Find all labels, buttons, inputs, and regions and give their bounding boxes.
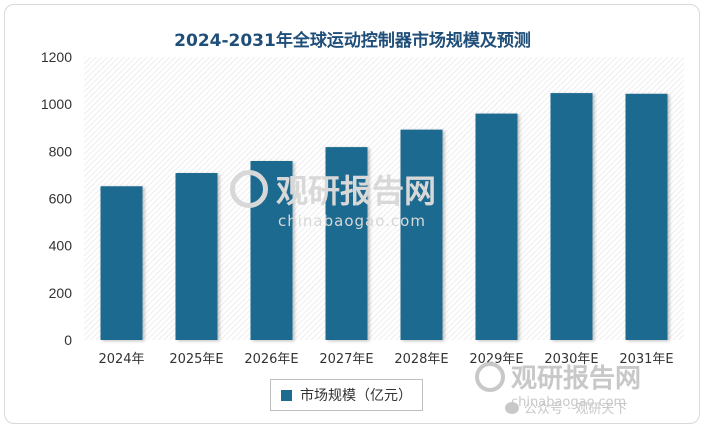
- x-tick-label: 2026年E: [244, 352, 298, 367]
- x-tick-label: 2025年E: [169, 352, 223, 367]
- plot-area: [84, 57, 684, 340]
- legend: 市场规模（亿元）: [270, 379, 423, 411]
- x-tick-label: 2024年: [98, 352, 144, 367]
- y-tick-label: 200: [49, 285, 73, 301]
- bar: [475, 113, 518, 340]
- x-tick-label: 2028年E: [394, 352, 448, 367]
- x-tick-label: 2030年E: [544, 352, 598, 367]
- y-tick-label: 1200: [41, 49, 72, 65]
- y-tick-label: 0: [64, 332, 72, 348]
- bar: [175, 173, 218, 340]
- y-tick-label: 1000: [41, 96, 72, 112]
- x-tick-label: 2029年E: [469, 352, 523, 367]
- y-tick-label: 600: [49, 191, 73, 207]
- bar: [550, 93, 593, 341]
- bar: [400, 129, 443, 340]
- x-tick-label: 2027年E: [319, 352, 373, 367]
- bar: [100, 186, 143, 340]
- chart-title: 2024-2031年全球运动控制器市场规模及预测: [174, 31, 531, 51]
- x-tick-label: 2031年E: [619, 352, 673, 367]
- legend-label: 市场规模（亿元）: [300, 388, 412, 404]
- bar: [625, 93, 668, 340]
- bar: [250, 161, 293, 340]
- bar: [325, 147, 368, 340]
- y-tick-label: 400: [49, 238, 73, 254]
- y-tick-label: 800: [49, 143, 73, 159]
- legend-swatch: [281, 389, 292, 401]
